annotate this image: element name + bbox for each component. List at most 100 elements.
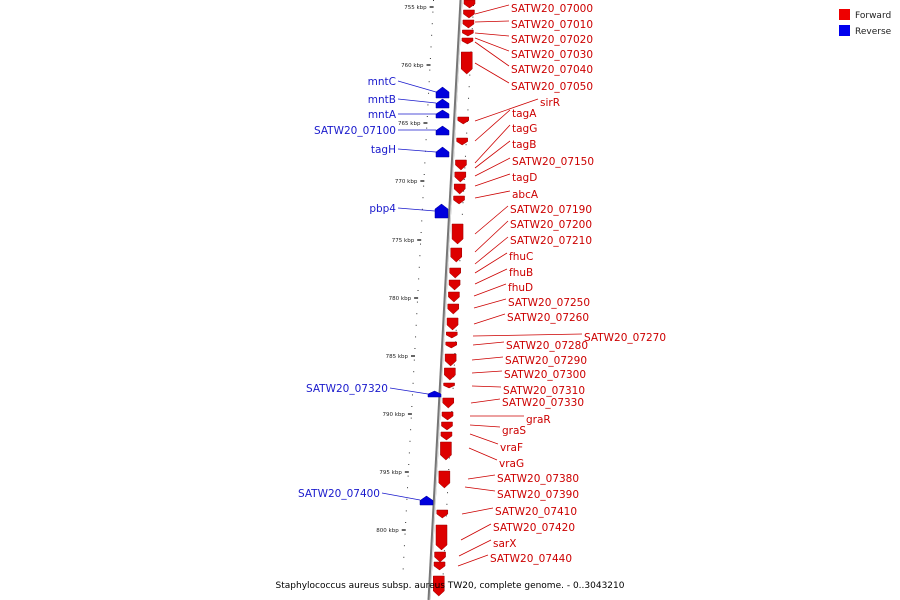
- forward-label-leader: [471, 385, 502, 388]
- forward-gene-label[interactable]: fhuB: [509, 267, 533, 279]
- forward-gene-label[interactable]: SATW20_07380: [497, 473, 579, 485]
- forward-gene-label[interactable]: SATW20_07300: [504, 369, 586, 381]
- forward-gene-label[interactable]: SATW20_07010: [511, 19, 593, 31]
- forward-label-leader: [474, 41, 510, 67]
- reverse-gene-arrow: [435, 109, 450, 119]
- forward-gene-arrow: [438, 470, 451, 489]
- forward-gene-arrow: [450, 247, 463, 263]
- minor-tick: [413, 359, 415, 361]
- minor-tick: [466, 132, 468, 134]
- forward-gene-label[interactable]: SATW20_07440: [490, 553, 572, 565]
- forward-gene-label[interactable]: vraG: [499, 458, 524, 470]
- forward-gene-label[interactable]: graR: [526, 414, 551, 426]
- forward-gene-arrow: [444, 367, 456, 381]
- minor-tick: [414, 348, 416, 349]
- forward-label-leader: [474, 32, 510, 37]
- forward-gene-label[interactable]: SATW20_07000: [511, 3, 593, 15]
- minor-tick: [448, 469, 450, 470]
- minor-tick: [469, 74, 471, 76]
- minor-tick: [416, 313, 418, 315]
- forward-label-leader: [474, 157, 511, 177]
- reverse-gene-arrow: [435, 98, 450, 109]
- forward-gene-label[interactable]: SATW20_07420: [493, 522, 575, 534]
- forward-gene-label[interactable]: tagD: [512, 172, 537, 184]
- forward-gene-label[interactable]: SATW20_07040: [511, 64, 593, 76]
- minor-tick: [447, 492, 449, 494]
- forward-gene-label[interactable]: fhuC: [509, 251, 533, 263]
- forward-gene-label[interactable]: SATW20_07020: [511, 34, 593, 46]
- forward-gene-label[interactable]: tagA: [512, 108, 537, 120]
- forward-gene-label[interactable]: sarX: [493, 538, 516, 550]
- reverse-gene-label[interactable]: mntB: [368, 94, 396, 106]
- minor-tick: [423, 174, 425, 175]
- forward-gene-arrow: [443, 382, 455, 389]
- reverse-gene-label[interactable]: pbp4: [369, 203, 396, 215]
- minor-tick: [421, 208, 423, 210]
- forward-gene-label[interactable]: tagG: [512, 123, 537, 135]
- forward-gene-label[interactable]: SATW20_07210: [510, 235, 592, 247]
- forward-gene-arrow: [440, 441, 452, 461]
- minor-tick: [431, 23, 433, 25]
- forward-gene-arrow: [463, 0, 476, 9]
- minor-tick: [421, 220, 423, 222]
- forward-label-leader: [460, 523, 492, 541]
- forward-label-leader: [461, 507, 494, 515]
- reverse-gene-label[interactable]: SATW20_07100: [314, 125, 396, 137]
- minor-tick: [426, 116, 428, 117]
- forward-gene-arrow: [461, 37, 474, 45]
- tick-label: 755 kbp: [404, 5, 427, 11]
- forward-gene-label[interactable]: fhuD: [508, 282, 533, 294]
- minor-tick: [415, 336, 417, 338]
- minor-tick: [422, 197, 424, 199]
- minor-tick: [455, 329, 457, 331]
- reverse-gene-label[interactable]: mntA: [368, 109, 397, 121]
- forward-gene-arrow: [460, 51, 473, 75]
- forward-label-leader: [473, 283, 507, 297]
- reverse-label-leader: [397, 80, 437, 93]
- forward-label-leader: [471, 370, 503, 374]
- forward-label-leader: [473, 298, 507, 309]
- tick-label: 775 kbp: [392, 238, 415, 244]
- forward-label-leader: [474, 109, 511, 142]
- minor-tick: [405, 510, 407, 512]
- forward-label-leader: [474, 20, 510, 23]
- forward-gene-label[interactable]: SATW20_07390: [497, 489, 579, 501]
- forward-gene-label[interactable]: SATW20_07050: [511, 81, 593, 93]
- forward-gene-label[interactable]: SATW20_07280: [506, 340, 588, 352]
- forward-gene-label[interactable]: SATW20_07330: [502, 397, 584, 409]
- forward-gene-label[interactable]: SATW20_07150: [512, 156, 594, 168]
- minor-tick: [452, 387, 454, 389]
- forward-gene-label[interactable]: sirR: [540, 97, 560, 109]
- minor-tick: [454, 353, 456, 354]
- map-caption: Staphylococcus aureus subsp. aureus TW20…: [276, 581, 625, 591]
- forward-gene-label[interactable]: SATW20_07190: [510, 204, 592, 216]
- minor-tick: [473, 5, 474, 6]
- minor-tick: [412, 382, 414, 384]
- minor-tick: [461, 213, 463, 215]
- forward-gene-label[interactable]: vraF: [500, 442, 523, 454]
- forward-gene-arrow: [434, 551, 446, 563]
- forward-gene-label[interactable]: SATW20_07290: [505, 355, 587, 367]
- minor-tick: [428, 92, 430, 94]
- reverse-gene-label[interactable]: SATW20_07320: [306, 383, 388, 395]
- forward-gene-label[interactable]: SATW20_07250: [508, 297, 590, 309]
- forward-gene-arrow: [447, 303, 460, 315]
- forward-gene-label[interactable]: tagB: [512, 139, 536, 151]
- forward-gene-label[interactable]: SATW20_07260: [507, 312, 589, 324]
- legend-reverse-swatch: [839, 25, 850, 36]
- forward-label-leader: [472, 333, 583, 337]
- forward-gene-label[interactable]: SATW20_07270: [584, 332, 666, 344]
- minor-tick: [453, 364, 455, 366]
- genome-backbone: [427, 0, 463, 600]
- minor-tick: [426, 127, 428, 129]
- forward-gene-label[interactable]: graS: [502, 425, 526, 437]
- forward-gene-label[interactable]: SATW20_07410: [495, 506, 577, 518]
- forward-gene-label[interactable]: SATW20_07030: [511, 49, 593, 61]
- forward-gene-label[interactable]: SATW20_07310: [503, 385, 585, 397]
- reverse-gene-label[interactable]: mntC: [368, 76, 396, 88]
- reverse-gene-label[interactable]: SATW20_07400: [298, 488, 380, 500]
- tick-label: 765 kbp: [398, 121, 421, 127]
- forward-gene-label[interactable]: SATW20_07200: [510, 219, 592, 231]
- reverse-gene-label[interactable]: tagH: [371, 144, 396, 156]
- forward-gene-label[interactable]: abcA: [512, 189, 539, 201]
